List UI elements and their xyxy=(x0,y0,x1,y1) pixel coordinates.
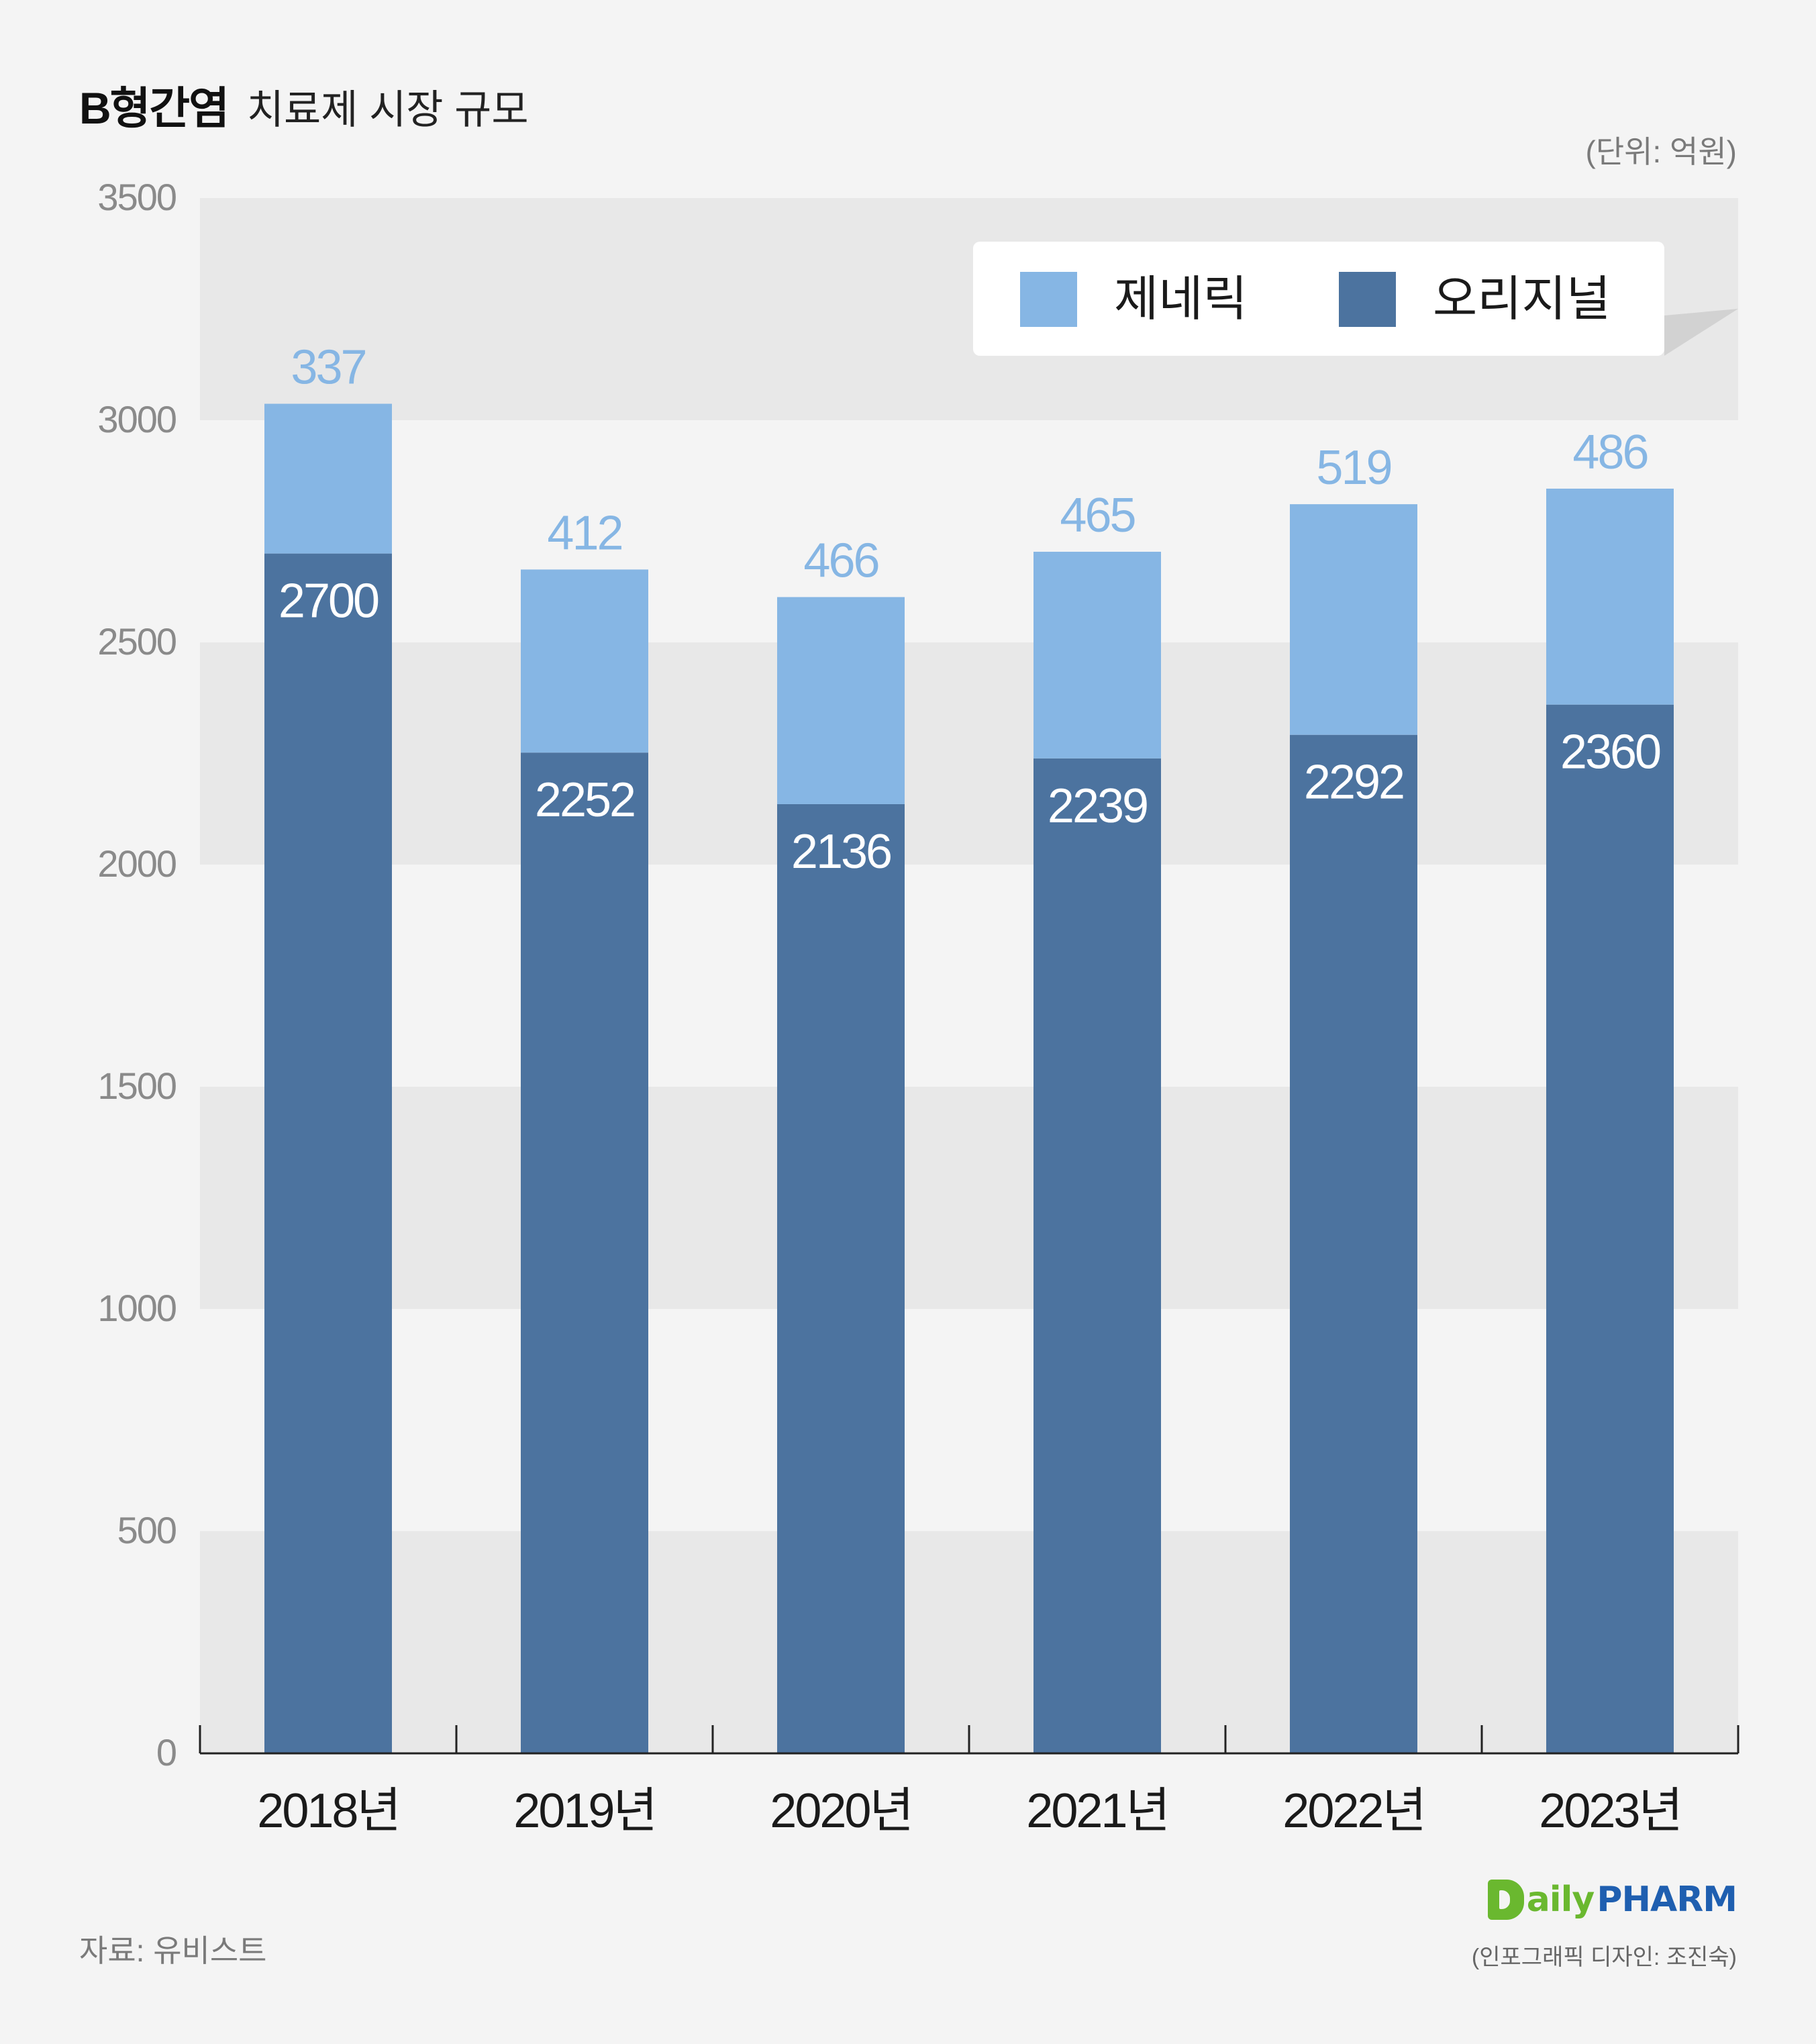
grid-band xyxy=(200,1531,1738,1753)
generic-value-label: 466 xyxy=(803,534,878,587)
legend-fold-shadow xyxy=(1664,309,1738,356)
original-value-label: 2239 xyxy=(1048,779,1147,833)
bar-original xyxy=(1033,758,1161,1753)
generic-value-label: 337 xyxy=(291,341,365,395)
source-label: 자료: 유비스트 xyxy=(79,1933,267,1968)
legend-box xyxy=(973,242,1664,356)
generic-value-label: 486 xyxy=(1572,426,1647,479)
grid-band xyxy=(200,642,1738,865)
bar-original xyxy=(1290,734,1417,1753)
original-value-label: 2292 xyxy=(1304,756,1403,810)
original-value-label: 2252 xyxy=(535,773,634,827)
grid-band xyxy=(200,1087,1738,1309)
x-category-label: 2022년 xyxy=(1282,1784,1424,1838)
bar-original xyxy=(1546,704,1674,1753)
y-tick-label: 1000 xyxy=(97,1287,176,1329)
legend-swatch xyxy=(1339,272,1396,327)
y-tick-label: 0 xyxy=(156,1731,176,1773)
bar-generic xyxy=(264,403,392,554)
x-category-label: 2018년 xyxy=(257,1784,399,1838)
legend-swatch xyxy=(1020,272,1077,327)
bar-generic xyxy=(1290,504,1417,735)
original-value-label: 2360 xyxy=(1560,726,1660,779)
y-tick-label: 1500 xyxy=(97,1065,176,1107)
y-tick-label: 2500 xyxy=(97,620,176,663)
x-category-label: 2021년 xyxy=(1026,1784,1168,1838)
generic-value-label: 465 xyxy=(1060,489,1135,542)
chart-title: B형간염 치료제 시장 규모 xyxy=(79,72,529,137)
bar-original xyxy=(521,752,648,1753)
dailypharm-logo: aily PHARM xyxy=(1487,1880,1737,1920)
bar-generic xyxy=(521,569,648,753)
generic-value-label: 412 xyxy=(547,506,621,560)
original-value-label: 2700 xyxy=(279,575,379,628)
x-category-label: 2019년 xyxy=(513,1784,655,1838)
generic-value-label: 519 xyxy=(1316,441,1391,495)
y-tick-label: 3500 xyxy=(97,176,176,218)
chart-title-main: B형간염 xyxy=(79,83,230,133)
credit-label: (인포그래픽 디자인: 조진숙) xyxy=(1471,1945,1737,1970)
legend-label: 오리지널 xyxy=(1433,273,1611,326)
y-tick-label: 500 xyxy=(117,1509,176,1551)
logo-daily-text: aily xyxy=(1526,1880,1595,1920)
original-value-label: 2136 xyxy=(791,825,891,879)
bar-generic xyxy=(1546,488,1674,705)
logo-d-icon xyxy=(1487,1880,1524,1920)
x-category-label: 2023년 xyxy=(1539,1784,1680,1838)
chart-title-sub: 치료제 시장 규모 xyxy=(246,87,529,132)
x-category-label: 2020년 xyxy=(770,1784,911,1838)
legend-label: 제네릭 xyxy=(1114,273,1248,326)
bar-generic xyxy=(1033,551,1161,759)
bar-original xyxy=(264,553,392,1753)
y-tick-label: 3000 xyxy=(97,398,176,440)
y-tick-label: 2000 xyxy=(97,842,176,885)
bar-generic xyxy=(777,597,905,804)
bar-original xyxy=(777,804,905,1753)
logo-pharm-text: PHARM xyxy=(1597,1880,1737,1920)
unit-label: (단위: 억원) xyxy=(1585,134,1737,169)
